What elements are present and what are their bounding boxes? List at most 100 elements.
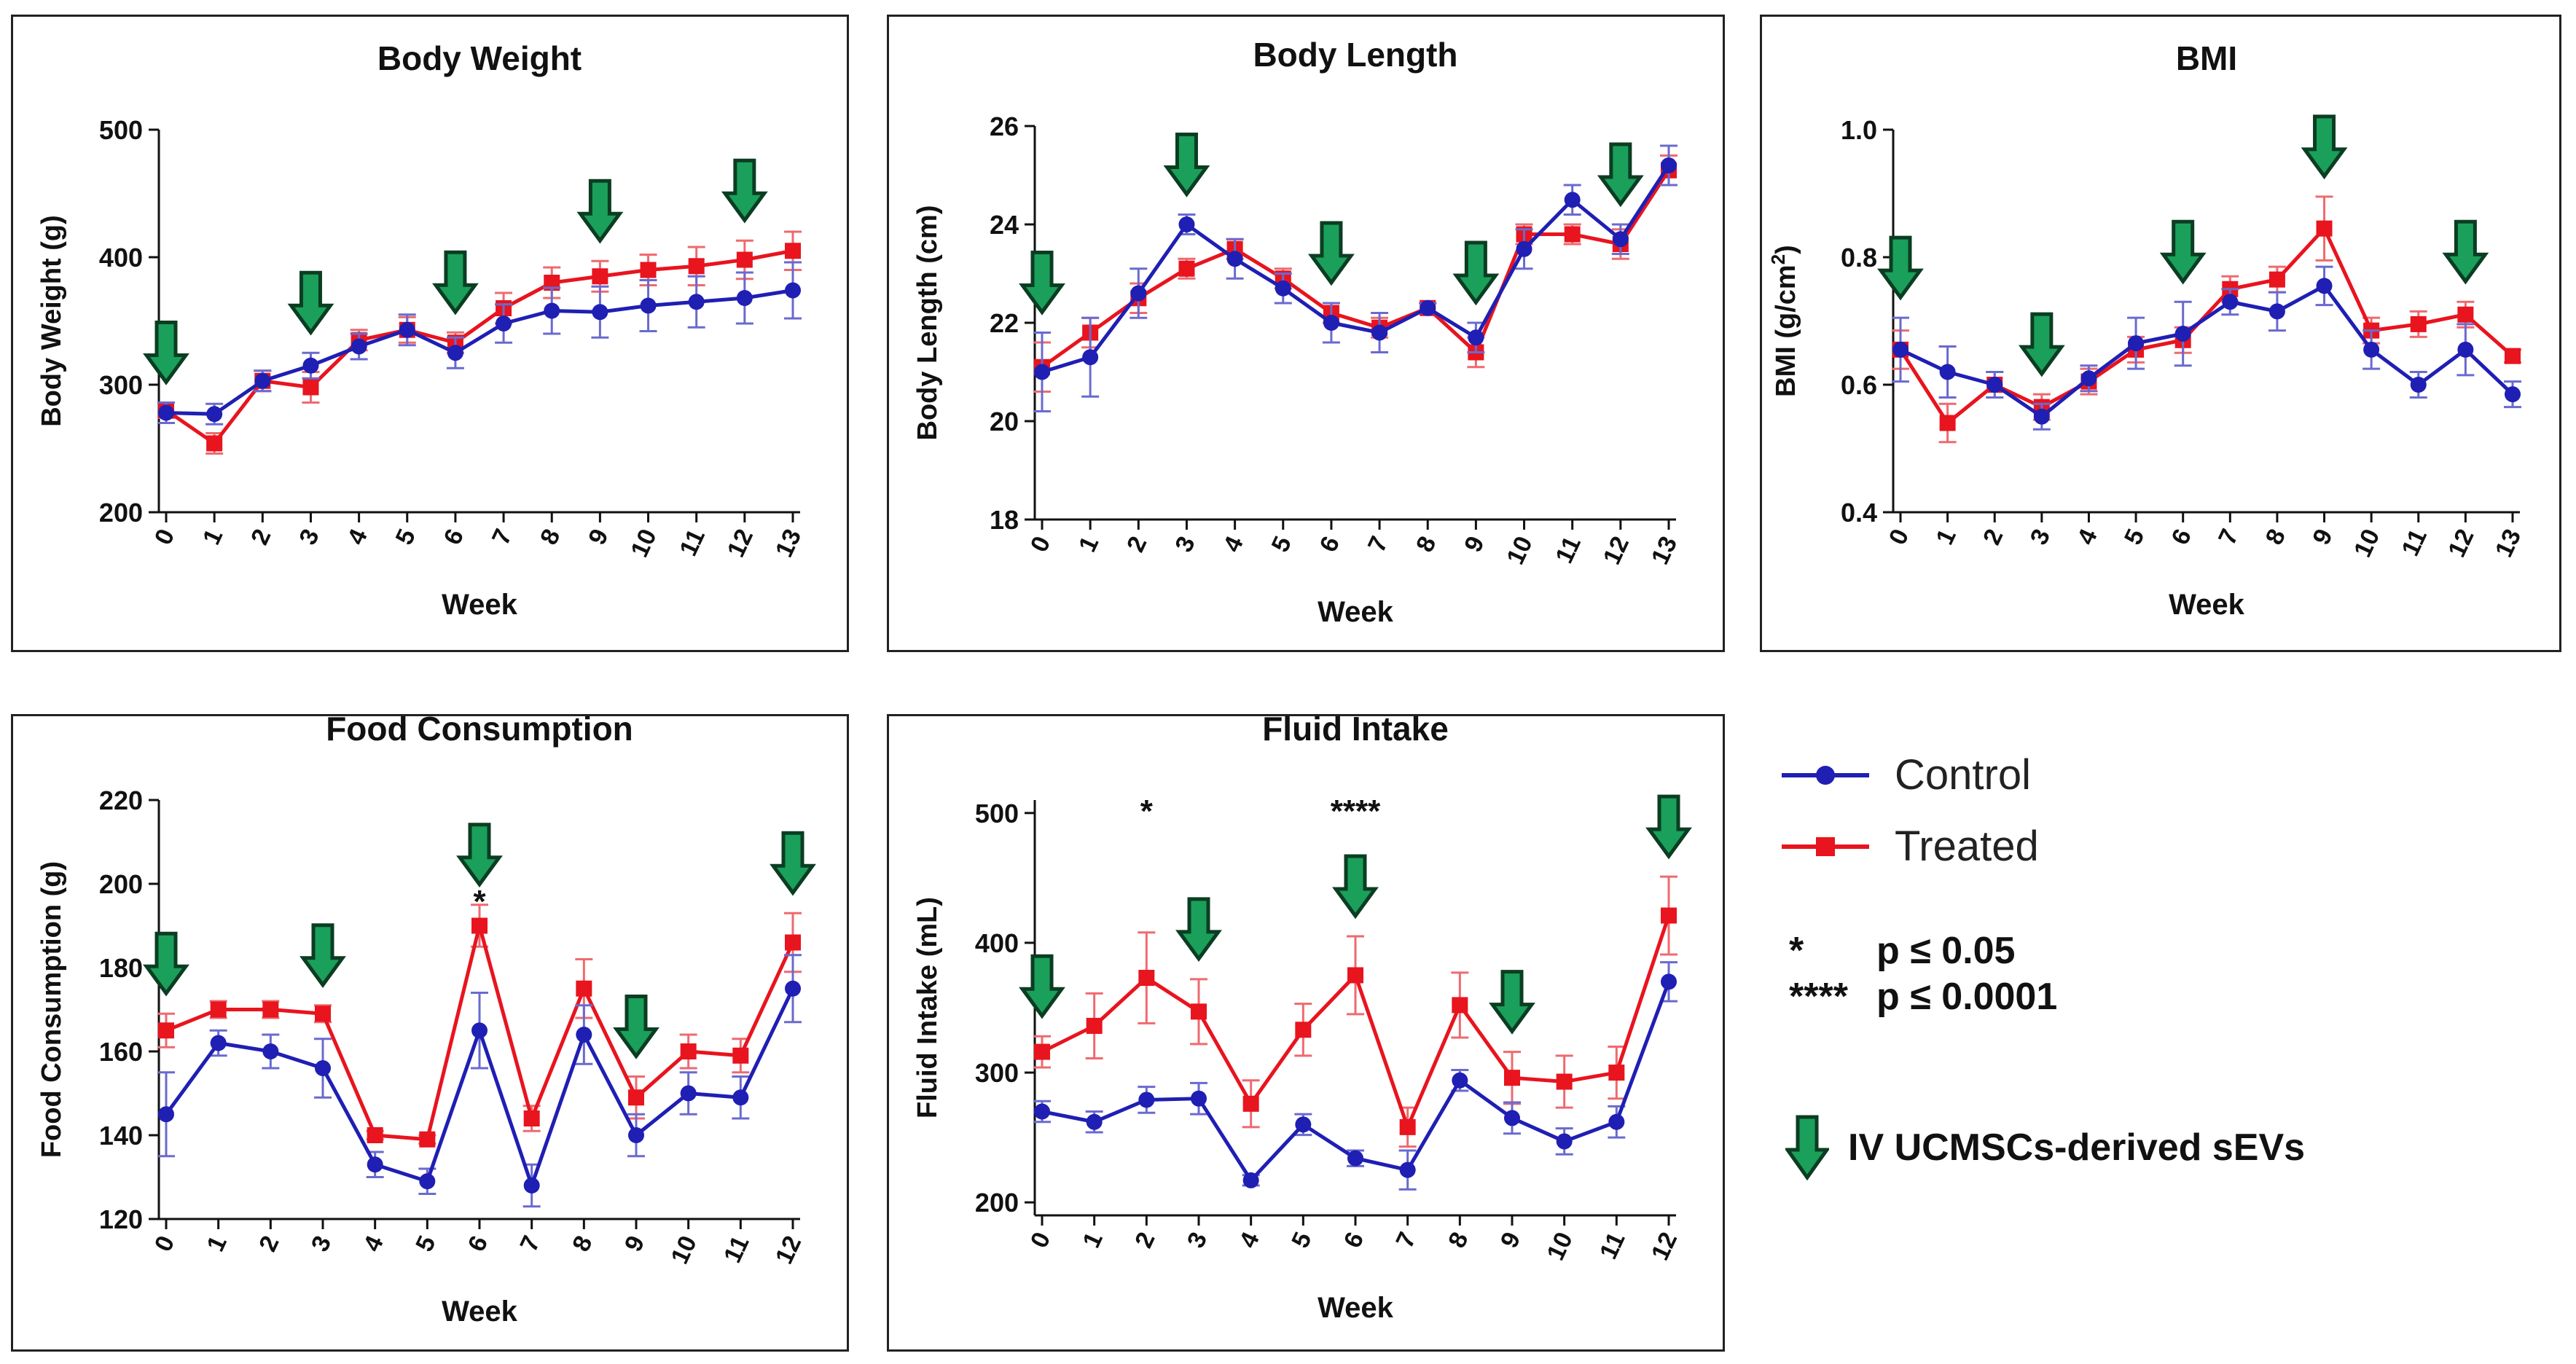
treated-point [523,1110,540,1126]
control-point [2268,303,2285,320]
control-point [1082,349,1099,366]
treated-point [1086,1017,1103,1034]
control-point [1034,364,1050,380]
chart-title: BMI [2176,39,2237,77]
x-tick-label: 2 [1978,525,2008,549]
x-tick-label: 3 [1170,532,1200,556]
x-tick-label: 9 [583,525,614,549]
x-tick-label: 8 [2260,525,2291,549]
x-tick-label: 13 [2490,525,2526,561]
x-tick-label: 11 [1550,532,1586,568]
y-tick-label: 180 [99,953,143,983]
x-tick-label: 8 [1411,532,1441,556]
control-point [785,282,801,299]
x-tick-label: 9 [1495,1228,1526,1252]
x-tick-label: 0 [1884,525,1914,549]
control-point [732,1089,749,1106]
treatment-arrow [1175,897,1222,963]
legend-arrow: IV UCMSCs-derived sEVs [1785,1115,2305,1180]
treated-point [1452,997,1468,1014]
treatment-arrow [456,823,503,887]
x-tick-label: 0 [1025,1228,1056,1252]
treatment-arrow [1877,235,1924,301]
control-point [1371,324,1388,341]
control-point [1612,231,1629,248]
treatment-arrow [576,179,624,244]
treatment-arrow [1332,854,1379,920]
x-axis-label: Week [2169,589,2245,621]
control-point [315,1060,331,1076]
control-point [1347,1150,1363,1167]
x-tick-label: 6 [1315,532,1345,556]
treatment-arrow [1452,240,1500,306]
control-point [158,404,174,421]
control-point [254,372,271,389]
body-weight-panel: Body Weight 200 300 400 500 0 1 2 3 4 5 6 7 8 9 10 11 12 1… [11,15,849,652]
control-point [785,980,801,997]
legend-treated: Treated [1778,822,2039,871]
y-tick-label: 18 [990,505,1019,535]
legend: Control Treated * p ≤ 0.05 **** p ≤ 0.0001… [1778,736,2565,1261]
x-tick-label: 11 [2396,525,2432,560]
x-tick-label: 6 [439,525,469,549]
x-tick-label: 2 [1130,1228,1160,1252]
x-tick-label: 1 [201,1231,232,1255]
control-series [1033,961,1677,1191]
control-point [1661,157,1677,173]
control-point [523,1177,540,1194]
treated-point [2505,348,2521,364]
sig-p00001-stars: **** [1789,976,1848,1018]
treatment-arrow [2301,114,2348,180]
x-tick-label: 1 [197,525,228,549]
x-tick-label: 10 [625,525,662,561]
x-tick-label: 2 [254,1231,284,1255]
y-axis-label: Fluid Intake (mL) [912,897,943,1118]
treatment-arrow [300,923,346,988]
x-tick-label: 11 [1594,1228,1631,1263]
x-tick-label: 12 [2443,525,2479,561]
x-tick-label: 4 [1218,532,1248,556]
x-tick-label: 5 [2119,525,2150,549]
treated-line [1041,169,1671,369]
fluid-intake-panel: Fluid Intake 200 300 400 500 0 1 2 3 4 5 6 7 8 9 10 11 12… [887,714,1725,1352]
treated-point [628,1089,644,1106]
y-tick-label: 500 [99,115,143,145]
x-tick-label: 5 [1286,1228,1317,1252]
control-point [447,345,463,361]
y-tick-label: 140 [99,1121,143,1151]
treated-point [1347,967,1363,984]
x-tick-label: 6 [1339,1228,1369,1252]
control-point [2174,326,2191,342]
x-tick-label: 7 [487,525,517,549]
sig-p00001: **** p ≤ 0.0001 [1789,975,2057,1019]
x-tick-label: 10 [1501,532,1538,568]
control-point [1034,1103,1050,1120]
y-axis-label: Food Consumption (g) [36,861,67,1158]
control-line [165,289,794,416]
treated-point [1504,1070,1520,1086]
treated-series [1033,875,1677,1148]
y-tick-label: 22 [990,308,1019,338]
control-series [1033,144,1677,412]
treated-point [471,917,488,934]
treatment-arrow [1019,954,1065,1019]
control-point [158,1106,174,1123]
treatment-arrow [1645,794,1692,860]
treated-point [785,934,801,951]
control-point [2222,294,2239,310]
x-tick-label: 3 [306,1231,337,1255]
treated-point [640,262,657,278]
y-axis-label: Body Length (cm) [912,205,943,441]
treatment-arrow [1597,142,1644,208]
treated-line-square-icon [1782,836,1869,856]
treated-point [2410,315,2427,332]
control-point [1516,240,1532,257]
x-tick-label: 1 [1073,532,1104,556]
treatment-arrow [1163,133,1210,197]
control-point [2457,341,2474,358]
sig-p00001-text: p ≤ 0.0001 [1876,976,2058,1018]
control-point [1556,1133,1573,1150]
